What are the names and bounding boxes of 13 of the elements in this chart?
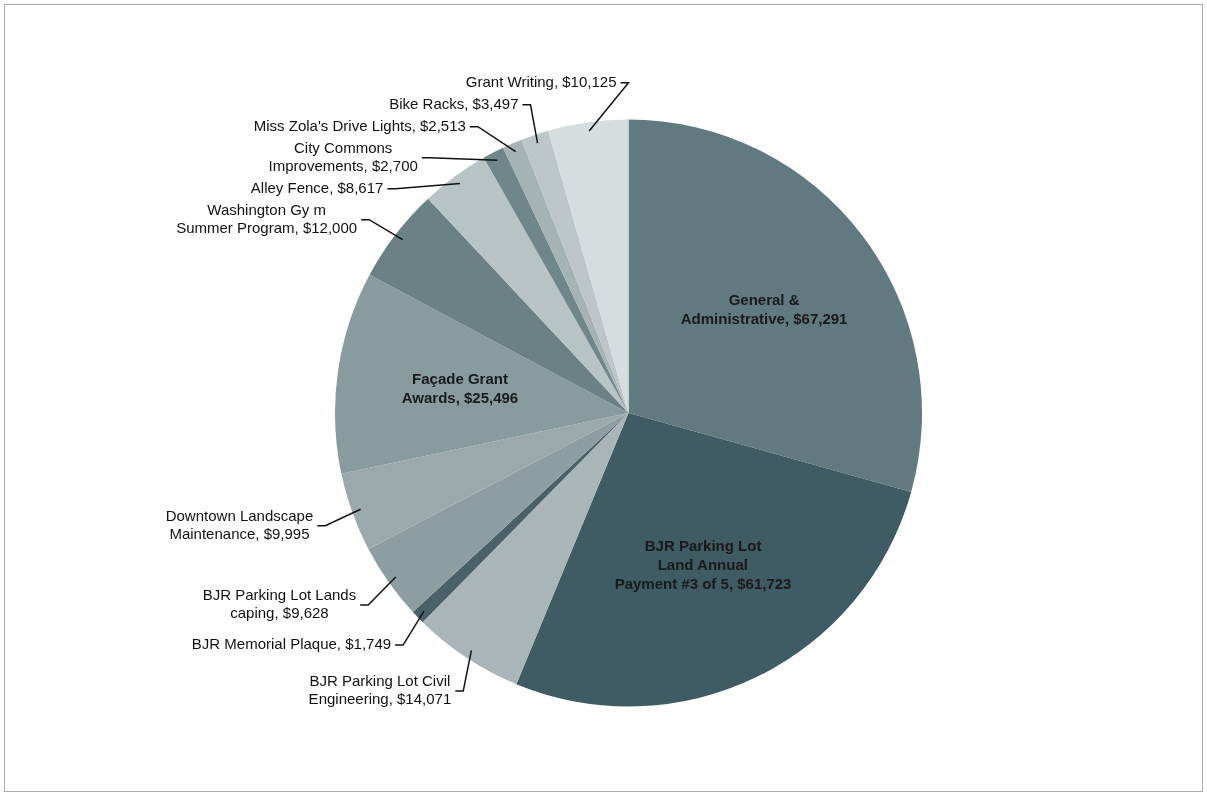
slice-label: BJR Memorial Plaque, $1,749 bbox=[191, 635, 392, 653]
slice-label: Grant Writing, $10,125 bbox=[465, 72, 617, 90]
slice-label: Bike Racks, $3,497 bbox=[389, 94, 519, 112]
slice-label: Alley Fence, $8,617 bbox=[250, 178, 384, 196]
slice-label: Washington Gy m Summer Program, $12,000 bbox=[176, 200, 358, 236]
slice-label: City Commons Improvements, $2,700 bbox=[268, 138, 418, 174]
slice-label: Façade Grant Awards, $25,496 bbox=[401, 369, 519, 406]
slice-label: General & Administrative, $67,291 bbox=[680, 290, 848, 327]
slice-label: BJR Parking Lot Lands caping, $9,628 bbox=[202, 586, 357, 622]
slice-label: BJR Parking Lot Civil Engineering, $14,071 bbox=[308, 672, 452, 708]
slice-label: Miss Zola's Drive Lights, $2,513 bbox=[253, 116, 466, 134]
slice-label: BJR Parking Lot Land Annual Payment #3 of 5, $61,723 bbox=[614, 537, 792, 593]
slice-label: Downtown Landscape Maintenance, $9,995 bbox=[165, 506, 314, 542]
